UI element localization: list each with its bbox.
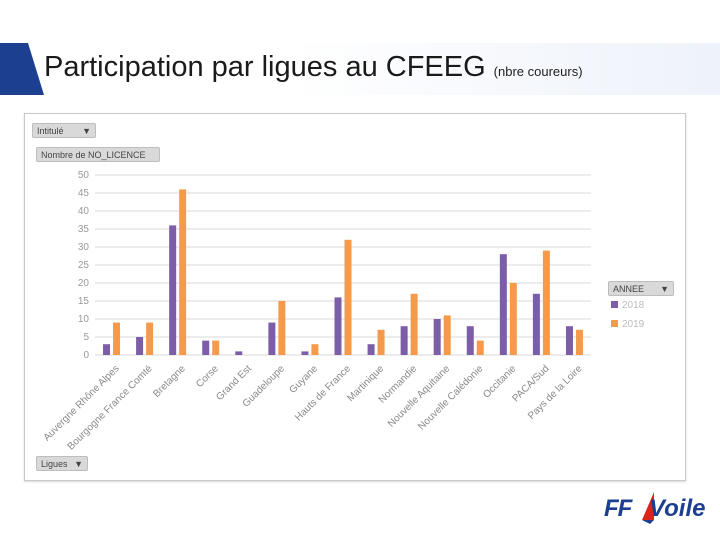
bar-2019-5 bbox=[278, 301, 286, 355]
legend-field-label: ANNEE bbox=[613, 284, 645, 294]
y-tick-label: 50 bbox=[78, 170, 90, 181]
sail-icon bbox=[642, 492, 654, 524]
axis-field-label: Ligues bbox=[41, 459, 68, 469]
legend-item-2018: 2018 bbox=[611, 300, 644, 311]
bar-2019-8 bbox=[377, 329, 385, 355]
filter-icon: ▼ bbox=[660, 284, 669, 294]
bar-2019-7 bbox=[344, 239, 352, 355]
bar-2019-6 bbox=[311, 344, 319, 355]
ffvoile-logo: FF Voile bbox=[600, 490, 710, 530]
bar-2018-8 bbox=[367, 344, 375, 355]
bar-2018-13 bbox=[532, 293, 540, 355]
legend-field-button[interactable]: ANNEE ▼ bbox=[608, 281, 674, 296]
bar-2018-12 bbox=[499, 254, 507, 355]
y-tick-label: 45 bbox=[78, 188, 90, 199]
bar-2019-10 bbox=[443, 315, 451, 355]
logo-voile-text: Voile bbox=[649, 495, 706, 522]
legend-label: 2019 bbox=[622, 319, 645, 330]
bar-2018-1 bbox=[136, 337, 144, 355]
bar-2018-7 bbox=[334, 297, 342, 355]
chevron-down-icon: ▼ bbox=[74, 459, 83, 469]
title-band bbox=[0, 43, 720, 95]
title-text: Participation par ligues au CFEEG bbox=[44, 51, 486, 83]
value-field-button[interactable]: Nombre de NO_LICENCE bbox=[36, 147, 160, 162]
x-tick-label: Corse bbox=[194, 363, 221, 390]
filter-icon: ▼ bbox=[82, 126, 91, 136]
bar-2019-0 bbox=[113, 322, 121, 355]
bar-2018-6 bbox=[301, 351, 309, 355]
bar-2019-14 bbox=[575, 329, 583, 355]
y-tick-label: 20 bbox=[78, 278, 90, 289]
bar-2019-11 bbox=[476, 340, 484, 355]
bar-2019-3 bbox=[212, 340, 220, 355]
bar-2019-1 bbox=[146, 322, 154, 355]
bar-2018-4 bbox=[235, 351, 243, 355]
value-field-label: Nombre de NO_LICENCE bbox=[41, 150, 146, 160]
bar-2018-11 bbox=[466, 326, 474, 355]
title-subtitle: (nbre coureurs) bbox=[493, 64, 583, 79]
x-tick-label: Nouvelle Calédonie bbox=[416, 363, 485, 432]
filter-field-label: Intitulé bbox=[37, 126, 64, 136]
filter-field-button[interactable]: Intitulé ▼ bbox=[32, 123, 96, 138]
axis-field-button[interactable]: Ligues ▼ bbox=[36, 456, 88, 471]
x-tick-label: Nouvelle Aquitaine bbox=[386, 363, 453, 430]
bar-2018-10 bbox=[433, 319, 441, 355]
y-tick-label: 40 bbox=[78, 206, 90, 217]
legend-swatch-2018 bbox=[611, 301, 618, 308]
bar-2018-2 bbox=[169, 225, 177, 355]
bar-2019-13 bbox=[542, 250, 550, 355]
y-tick-label: 5 bbox=[83, 332, 89, 343]
y-tick-label: 35 bbox=[78, 224, 90, 235]
x-tick-label: Hauts de France bbox=[293, 363, 353, 423]
bar-2019-12 bbox=[509, 283, 517, 355]
x-tick-label: Bretagne bbox=[151, 363, 188, 400]
legend-swatch-2019 bbox=[611, 320, 618, 327]
y-tick-label: 10 bbox=[78, 314, 90, 325]
legend-label: 2018 bbox=[622, 300, 645, 311]
pivot-chart-panel: Intitulé ▼ Nombre de NO_LICENCE 0 5 10 15 20… bbox=[24, 113, 686, 481]
bar-2018-5 bbox=[268, 322, 276, 355]
bar-2018-3 bbox=[202, 340, 210, 355]
logo-ff-text: FF bbox=[604, 495, 632, 522]
bar-2018-9 bbox=[400, 326, 408, 355]
bar-2018-14 bbox=[565, 326, 573, 355]
y-tick-label: 25 bbox=[78, 260, 90, 271]
y-tick-label: 30 bbox=[78, 242, 90, 253]
x-tick-label: Guyane bbox=[288, 363, 321, 396]
bar-2018-0 bbox=[103, 344, 111, 355]
bar-2019-9 bbox=[410, 293, 418, 355]
legend-item-2019: 2019 bbox=[611, 319, 644, 330]
slide-title: Participation par ligues au CFEEG (nbre c… bbox=[44, 51, 583, 84]
y-tick-label: 0 bbox=[83, 350, 89, 361]
y-tick-label: 15 bbox=[78, 296, 90, 307]
bar-2019-2 bbox=[179, 189, 187, 355]
